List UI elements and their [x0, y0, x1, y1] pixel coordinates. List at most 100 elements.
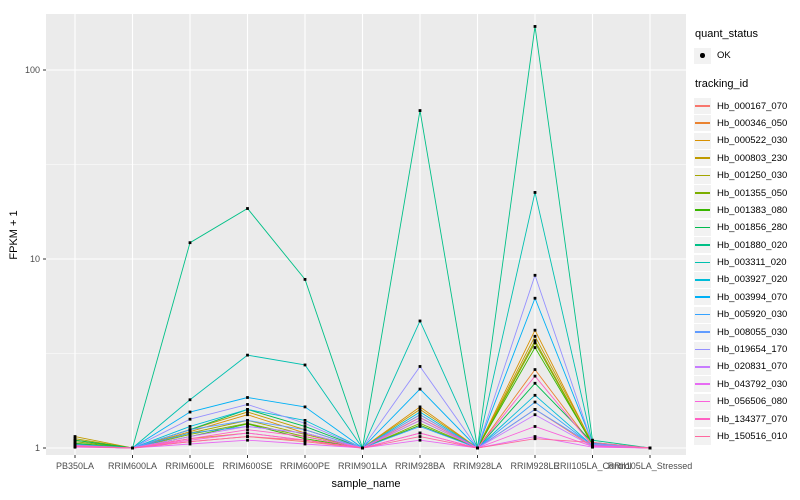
- legend-item-Hb_150516_010: Hb_150516_010: [694, 428, 800, 445]
- data-point: [246, 410, 249, 414]
- legend-label: Hb_056506_080: [717, 396, 788, 408]
- legend-color-line: [695, 139, 710, 142]
- data-point: [246, 425, 249, 428]
- data-point: [533, 341, 537, 345]
- legend-key-box: [694, 428, 711, 445]
- data-point: [188, 435, 192, 438]
- data-point: [246, 438, 249, 442]
- data-point: [533, 296, 537, 300]
- legend-key-box: [694, 202, 711, 219]
- data-point: [303, 428, 307, 432]
- x-tick-label: RRII105LA_Control: [553, 461, 631, 471]
- data-point: [533, 393, 537, 397]
- data-point: [418, 418, 422, 422]
- data-point: [418, 438, 422, 442]
- data-point: [591, 441, 594, 444]
- data-point: [188, 398, 192, 402]
- data-point: [418, 421, 422, 425]
- data-point: [361, 446, 364, 450]
- data-point: [188, 440, 192, 444]
- legend-label: Hb_043792_030: [717, 378, 788, 390]
- data-point: [533, 413, 537, 417]
- x-tick-label: RRIM928BA: [395, 461, 445, 471]
- legend-label: Hb_000346_050: [717, 117, 788, 129]
- legend-label: Hb_003994_070: [717, 291, 788, 303]
- data-point: [533, 191, 537, 194]
- legend-label: Hb_008055_030: [717, 326, 788, 338]
- data-point: [188, 417, 192, 421]
- x-tick-label: PB350LA: [56, 461, 94, 471]
- legend-title-quant-status: quant_status: [695, 28, 758, 40]
- legend-title-tracking-id: tracking_id: [695, 78, 749, 91]
- legend-item-Hb_134377_070: Hb_134377_070: [694, 410, 800, 428]
- legend-color-line: [695, 348, 710, 351]
- data-point: [73, 435, 77, 438]
- legend-color-line: [695, 174, 710, 177]
- data-point: [533, 425, 537, 428]
- data-point: [533, 339, 537, 343]
- legend-key-box: [694, 115, 711, 132]
- data-point: [188, 425, 192, 428]
- legend-color-line: [695, 313, 710, 316]
- data-point: [246, 408, 249, 411]
- data-point: [73, 438, 77, 442]
- legend-color-line: [695, 400, 710, 403]
- data-point: [591, 438, 594, 442]
- data-point: [188, 431, 192, 435]
- x-tick-label: RRIM928LA: [453, 461, 502, 471]
- y-axis-title: FPKM + 1: [8, 210, 20, 260]
- legend-item-Hb_003994_070: Hb_003994_070: [694, 289, 800, 306]
- legend-color-line: [695, 122, 710, 125]
- data-point: [188, 437, 192, 441]
- data-point: [533, 374, 537, 378]
- legend-key-box: [694, 306, 711, 323]
- data-point: [418, 416, 422, 419]
- legend-key-box: [694, 47, 711, 64]
- legend-item-Hb_001880_020: Hb_001880_020: [694, 237, 800, 254]
- data-point: [303, 431, 307, 435]
- legend-color-line: [695, 418, 710, 420]
- legend-item-Hb_000803_230: Hb_000803_230: [694, 150, 800, 167]
- legend-color-line: [695, 226, 710, 229]
- legend-color-line: [695, 365, 710, 368]
- x-tick-label: RRIM928LE: [510, 461, 559, 471]
- legend-label: Hb_000803_230: [717, 152, 788, 164]
- data-point: [303, 363, 307, 367]
- data-point: [246, 353, 249, 357]
- legend-label: Hb_001383_080: [717, 204, 788, 216]
- legend-item-Hb_000167_070: Hb_000167_070: [694, 97, 800, 115]
- legend-item-Hb_005920_030: Hb_005920_030: [694, 306, 800, 323]
- legend-color-line: [695, 383, 710, 385]
- data-point: [303, 405, 307, 409]
- data-point: [246, 435, 249, 438]
- legend-label: Hb_005920_030: [717, 309, 788, 321]
- data-point: [533, 328, 537, 332]
- legend-color-line: [695, 244, 710, 246]
- y-tick-label: 10: [30, 254, 40, 264]
- legend-key-box: [694, 132, 711, 149]
- data-point: [476, 446, 479, 450]
- legend-color-line: [695, 278, 710, 281]
- data-point: [418, 425, 422, 428]
- data-point: [131, 446, 134, 450]
- data-point: [188, 428, 192, 432]
- legend-label: Hb_001880_020: [717, 239, 788, 251]
- data-point: [73, 437, 77, 441]
- legend-label: Hb_001856_280: [717, 222, 788, 234]
- x-axis-title: sample_name: [331, 478, 401, 490]
- legend-key-box: [694, 289, 711, 306]
- legend-label: Hb_020831_070: [717, 361, 788, 373]
- data-point: [418, 410, 422, 414]
- data-point: [188, 438, 192, 442]
- legend-key-box: [694, 358, 711, 375]
- legend-label: Hb_150516_010: [717, 431, 788, 442]
- legend-item-Hb_043792_030: Hb_043792_030: [694, 376, 800, 393]
- data-point: [246, 396, 249, 399]
- legend-key-box: [694, 237, 711, 254]
- legend-key-box: [694, 98, 711, 115]
- legend-item-Hb_056506_080: Hb_056506_080: [694, 393, 800, 410]
- y-tick-label: 100: [25, 65, 40, 75]
- data-point: [303, 438, 307, 442]
- data-point: [418, 109, 422, 112]
